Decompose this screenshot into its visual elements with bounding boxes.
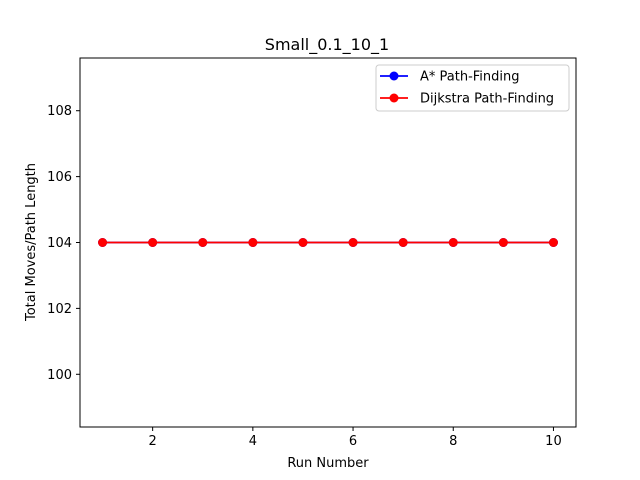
data-point <box>548 238 558 247</box>
data-point <box>448 238 458 247</box>
data-point <box>248 238 258 247</box>
legend-box <box>375 64 570 112</box>
y-tick-label: 104 <box>47 236 72 251</box>
x-axis-ticks: 2 4 6 8 10 <box>149 427 562 449</box>
y-tick-label: 102 <box>47 302 72 317</box>
y-tick-label: 106 <box>47 170 72 185</box>
x-tick-label: 4 <box>249 434 257 449</box>
legend-marker <box>389 93 399 103</box>
x-tick-label: 6 <box>349 434 357 449</box>
chart-title: Small_0.1_10_1 <box>265 35 389 55</box>
x-tick-label: 8 <box>449 434 457 449</box>
plot-area <box>98 238 558 247</box>
y-axis-ticks: 100 102 104 106 108 <box>47 104 80 383</box>
y-tick-label: 100 <box>47 368 72 383</box>
x-tick-label: 2 <box>149 434 157 449</box>
data-point <box>398 238 408 247</box>
data-point <box>98 238 108 247</box>
data-point <box>198 238 208 247</box>
x-tick-label: 10 <box>545 434 562 449</box>
legend-marker <box>389 71 399 81</box>
y-tick-label: 108 <box>47 104 72 119</box>
legend-entries: A* Path-Finding Dijkstra Path-Finding <box>380 70 554 107</box>
y-axis-label: Total Moves/Path Length <box>24 163 39 322</box>
data-point <box>498 238 508 247</box>
x-axis-label: Run Number <box>287 456 369 471</box>
legend: A* Path-Finding Dijkstra Path-Finding <box>375 64 570 112</box>
data-point <box>298 238 308 247</box>
data-point <box>148 238 158 247</box>
legend-label: A* Path-Finding <box>420 70 520 85</box>
data-point <box>348 238 358 247</box>
legend-label: Dijkstra Path-Finding <box>420 92 554 107</box>
